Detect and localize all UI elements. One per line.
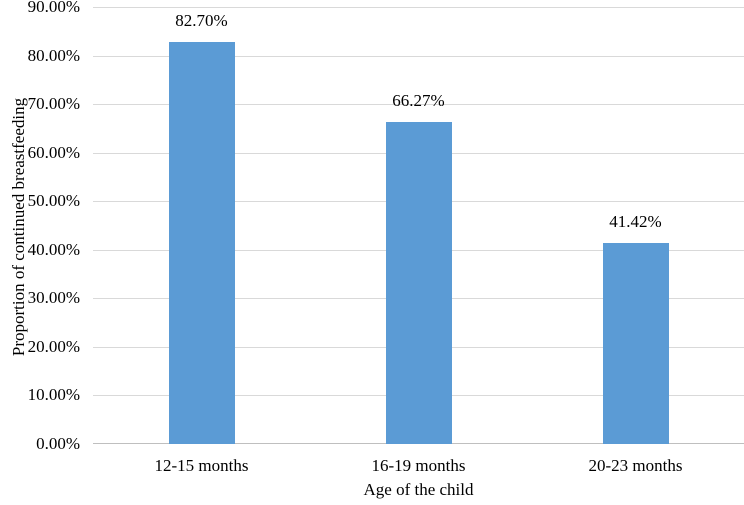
y-tick-label: 60.00% [27, 142, 80, 162]
x-tick-label: 20-23 months [588, 456, 683, 475]
y-tick-label: 90.00% [27, 0, 80, 16]
gridline [93, 104, 744, 106]
gridline [93, 55, 744, 57]
x-tick-label: 16-19 months [371, 456, 466, 475]
plot-area: 82.70% 66.27% 41.42% [93, 7, 744, 444]
bar-value-label: 66.27% [392, 91, 445, 111]
y-tick-label: 0.00% [36, 434, 80, 453]
bar-value-label: 41.42% [609, 211, 662, 231]
bar [602, 242, 669, 444]
y-tick-label: 40.00% [27, 239, 80, 259]
bar [385, 122, 452, 444]
y-tick-label: 30.00% [27, 288, 80, 308]
y-tick-label: 20.00% [27, 336, 80, 356]
x-axis-title: Age of the child [363, 480, 474, 499]
bar [168, 42, 235, 444]
x-tick-label: 12-15 months [154, 456, 249, 475]
y-tick-label: 10.00% [27, 385, 80, 405]
gridline [93, 7, 744, 8]
y-axis-title: Proportion of continued breastfeeding [9, 97, 28, 357]
bar-value-label: 82.70% [175, 11, 228, 31]
y-tick-label: 70.00% [27, 94, 80, 114]
y-tick-label: 80.00% [27, 45, 80, 65]
y-tick-label: 50.00% [27, 191, 80, 211]
